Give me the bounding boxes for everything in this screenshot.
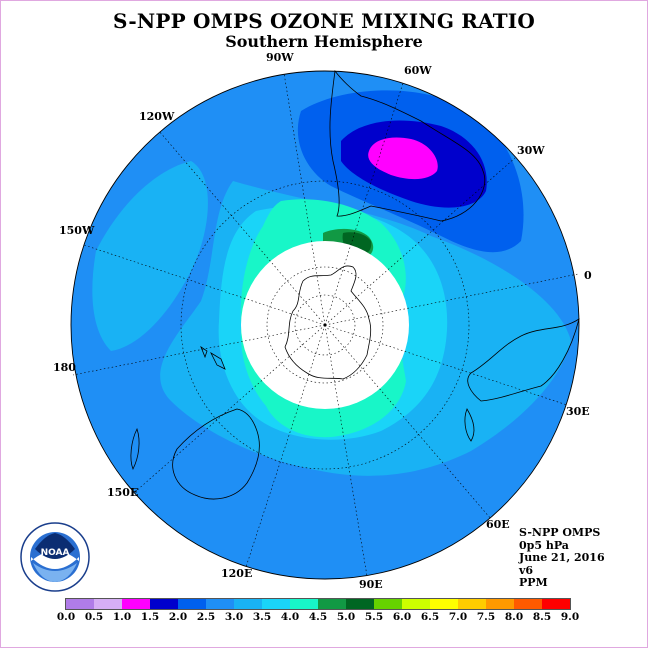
info-instrument: S-NPP OMPS (519, 526, 601, 539)
lon-label-90w: 90W (266, 51, 294, 64)
colorbar-tick-label: 1.0 (112, 611, 132, 623)
latitude-circle-85 (294, 294, 356, 356)
lon-label-90e: 90E (359, 578, 383, 591)
colorbar-tick-label: 2.5 (196, 611, 216, 623)
colorbar-segment (402, 599, 430, 609)
colorbar-tick-label: 9.0 (560, 611, 580, 623)
colorbar-tick-label: 2.0 (168, 611, 188, 623)
colorbar-segment (542, 599, 570, 609)
colorbar-segment (94, 599, 122, 609)
ozone-level-1p0-1p5 (368, 137, 438, 180)
lon-label-30w: 30W (517, 144, 545, 157)
colorbar-tick-label: 3.0 (224, 611, 244, 623)
colorbar-segment (430, 599, 458, 609)
colorbar-segment (290, 599, 318, 609)
colorbar (65, 598, 571, 610)
colorbar-segment (66, 599, 94, 609)
lon-label-150w: 150W (59, 224, 95, 237)
coastline-new-guinea (130, 427, 140, 470)
globe-boundary (70, 70, 580, 580)
latitude-circle-60 (180, 180, 470, 470)
meridian-30e (324, 324, 568, 406)
colorbar-tick-label: 5.0 (336, 611, 356, 623)
colorbar-tick-label: 0.5 (84, 611, 104, 623)
colorbar-tick-label: 6.5 (420, 611, 440, 623)
colorbar-tick-label: 4.0 (280, 611, 300, 623)
colorbar-segment (374, 599, 402, 609)
lon-label-60w: 60W (404, 64, 432, 77)
colorbar-segment (318, 599, 346, 609)
graticule (72, 72, 579, 577)
coastlines (130, 69, 580, 500)
info-pressure-level: 0p5 hPa (519, 538, 569, 552)
lon-label-120e: 120E (221, 567, 252, 580)
noaa-logo: NOAA (19, 521, 91, 597)
colorbar-segment (458, 599, 486, 609)
colorbar-tick-label: 6.0 (392, 611, 412, 623)
colorbar-segment (262, 599, 290, 609)
colorbar-segment (206, 599, 234, 609)
colorbar-segment (486, 599, 514, 609)
colorbar-tick-label: 8.0 (504, 611, 524, 623)
meridian-90e (324, 324, 368, 577)
meridian-180 (72, 324, 326, 376)
lon-label-30e: 30E (566, 405, 590, 418)
colorbar-segment (122, 599, 150, 609)
info-version: v6 (519, 563, 534, 577)
figure-subtitle: Southern Hemisphere (225, 32, 423, 51)
lon-label-150e: 150E (107, 486, 138, 499)
colorbar-segment (150, 599, 178, 609)
coastline-south-america (329, 69, 485, 222)
coastline-madagascar (464, 408, 475, 442)
lon-label-0: 0 (584, 269, 592, 282)
colorbar-tick-label: 5.5 (364, 611, 384, 623)
colorbar-ticks: 0.0 0.5 1.0 1.5 2.0 2.5 3.0 3.5 4.0 4.5 5.0 5.5 6.0 6… (57, 611, 597, 625)
meridian-90w (283, 72, 326, 326)
ozone-level-3p0-3p5-west (92, 161, 208, 351)
longitude-labels: 90W 60W 30W 0 30E 60E 90E 120E 150E 180 … (53, 51, 592, 591)
coastline-new-zealand (200, 345, 226, 370)
meridian-60e (324, 324, 492, 520)
colorbar-tick-label: 7.5 (476, 611, 496, 623)
colorbar-segment (178, 599, 206, 609)
south-pole-marker (323, 323, 327, 327)
latitude-circle-80 (266, 266, 384, 384)
colorbar-segment (514, 599, 542, 609)
meridian-120w (158, 130, 326, 326)
info-units: PPM (519, 576, 548, 589)
info-block: S-NPP OMPS 0p5 hPa June 21, 2016 v6 PPM (519, 526, 605, 590)
colorbar-segment (234, 599, 262, 609)
colorbar-tick-label: 4.5 (308, 611, 328, 623)
coastline-australia (172, 408, 260, 500)
coastline-antarctica (284, 265, 372, 380)
noaa-logo-text: NOAA (41, 548, 70, 558)
colorbar-tick-label: 1.5 (140, 611, 160, 623)
figure-title: S-NPP OMPS OZONE MIXING RATIO (113, 9, 535, 33)
colorbar-tick-label: 8.5 (532, 611, 552, 623)
lon-label-180: 180 (53, 361, 76, 374)
coastline-africa (467, 318, 580, 402)
colorbar-tick-label: 7.0 (448, 611, 468, 623)
meridian-120e (245, 324, 326, 568)
lon-label-120w: 120W (139, 110, 175, 123)
lon-label-60e: 60E (486, 518, 510, 531)
colorbar-tick-label: 0.0 (56, 611, 76, 623)
meridian-0 (324, 273, 579, 326)
colorbar-segment (346, 599, 374, 609)
colorbar-tick-label: 3.5 (252, 611, 272, 623)
info-date: June 21, 2016 (519, 551, 605, 564)
